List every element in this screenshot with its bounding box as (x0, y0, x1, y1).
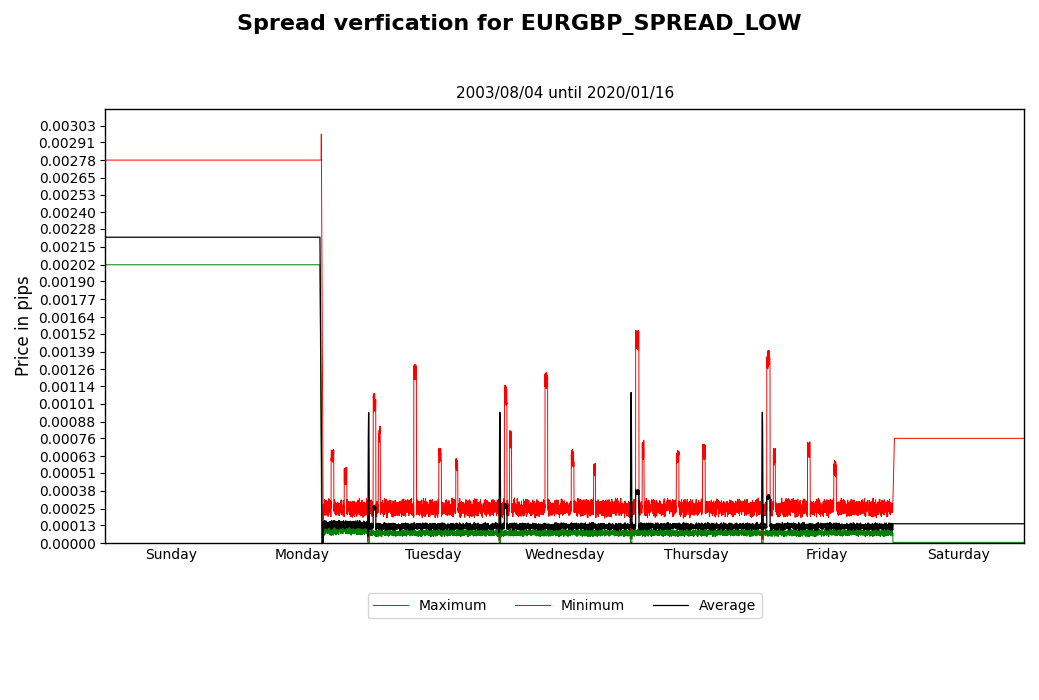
Average (99, 233, 111, 242)
Minimum (316, 539, 328, 547)
Minimum (361, 528, 373, 536)
Average (316, 539, 328, 547)
Average (121, 233, 133, 242)
Minimum (689, 528, 701, 536)
Average (223, 233, 236, 242)
Legend: Maximum, Minimum, Average: Maximum, Minimum, Average (368, 594, 762, 619)
Line: Average: Average (105, 237, 1024, 543)
Average (689, 524, 701, 532)
Maximum (362, 537, 374, 545)
Maximum (361, 496, 373, 505)
Maximum (1018, 434, 1031, 442)
Minimum (223, 260, 236, 269)
Maximum (121, 156, 133, 164)
Maximum (790, 500, 802, 508)
Text: Spread verfication for EURGBP_SPREAD_LOW: Spread verfication for EURGBP_SPREAD_LOW (237, 14, 802, 35)
Minimum (346, 526, 358, 535)
Average (790, 521, 802, 529)
Maximum (223, 156, 236, 164)
Average (346, 522, 358, 531)
Minimum (99, 260, 111, 269)
Average (1018, 519, 1031, 528)
Title: 2003/08/04 until 2020/01/16: 2003/08/04 until 2020/01/16 (455, 86, 674, 101)
Minimum (1018, 538, 1031, 547)
Maximum (99, 156, 111, 164)
Maximum (346, 503, 358, 512)
Line: Minimum: Minimum (105, 265, 1024, 543)
Maximum (315, 130, 327, 138)
Y-axis label: Price in pips: Price in pips (15, 276, 33, 377)
Maximum (689, 502, 701, 510)
Average (361, 517, 373, 526)
Line: Maximum: Maximum (105, 134, 1024, 541)
Minimum (790, 527, 802, 536)
Minimum (121, 260, 133, 269)
